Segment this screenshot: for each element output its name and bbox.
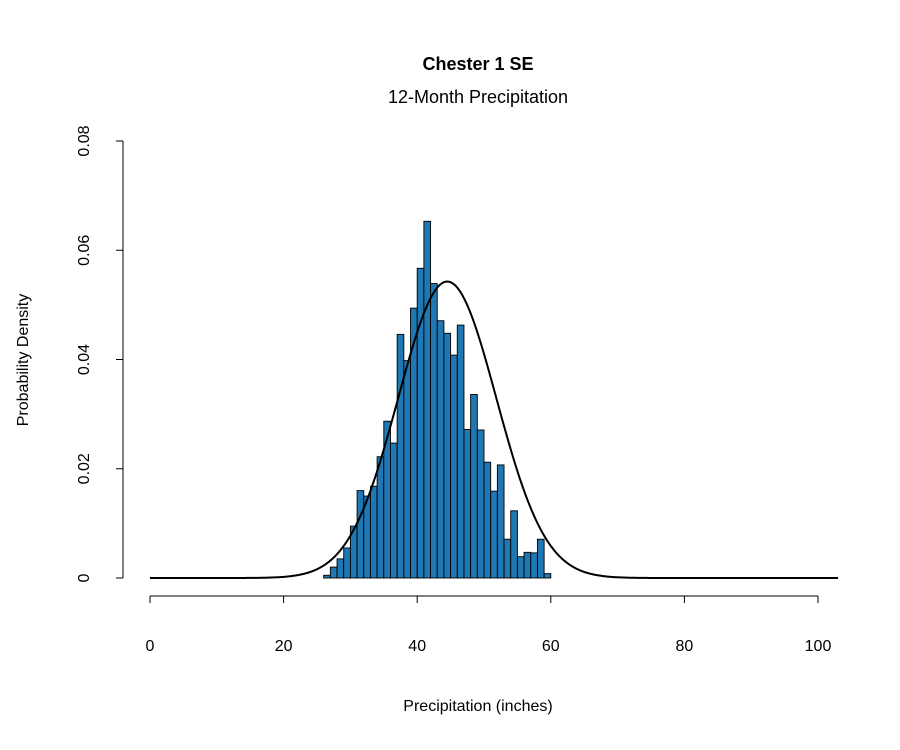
histogram-bar [356, 490, 365, 579]
histogram-bar [336, 558, 345, 579]
x-tick-label: 60 [542, 638, 560, 655]
x-tick-label: 40 [408, 638, 426, 655]
histogram-bar [423, 220, 432, 579]
y-axis-label: Probability Density [15, 294, 32, 427]
histogram-bar [496, 464, 505, 579]
histogram-bar [476, 429, 485, 579]
histogram-bar [536, 538, 545, 579]
chart-subtitle: 12-Month Precipitation [388, 87, 568, 107]
histogram-bar [490, 490, 498, 579]
y-tick-label: 0.06 [76, 235, 93, 266]
histogram-bar [376, 456, 385, 579]
histogram-bar [530, 552, 538, 579]
histogram-bar [369, 485, 378, 579]
y-axis: 0 0.02 0.04 0.06 0.08 [76, 125, 124, 582]
histogram-bar [510, 510, 518, 579]
histogram-bar [483, 461, 492, 579]
x-axis: 0 20 40 60 80 100 [146, 595, 832, 655]
histogram-bar [516, 556, 525, 579]
x-tick-label: 100 [805, 638, 832, 655]
histogram-bar [396, 333, 405, 579]
histogram-bar [430, 283, 438, 579]
histogram-bar [323, 574, 331, 579]
histogram-bar [343, 547, 351, 579]
x-axis-label: Precipitation (inches) [403, 698, 552, 715]
x-tick-label: 80 [676, 638, 694, 655]
histogram-bar [523, 551, 532, 579]
histogram-bar [443, 332, 452, 579]
histogram-bar [543, 573, 552, 579]
histogram-bar [450, 354, 458, 579]
histogram-bar [470, 394, 478, 579]
histogram-bar [436, 320, 445, 579]
y-tick-label: 0 [76, 573, 93, 582]
y-tick-label: 0.08 [76, 125, 93, 156]
histogram-bars [323, 220, 552, 579]
y-tick-label: 0.04 [76, 344, 93, 375]
x-tick-label: 20 [275, 638, 293, 655]
density-curve [150, 280, 839, 579]
chart-title: Chester 1 SE [422, 54, 533, 74]
histogram-bar [463, 428, 472, 579]
y-tick-label: 0.02 [76, 453, 93, 484]
histogram-bar [390, 442, 398, 579]
x-tick-label: 0 [146, 638, 155, 655]
histogram-bar [329, 566, 338, 579]
histogram-bar [403, 360, 411, 579]
histogram-bar [503, 538, 512, 579]
histogram-bar [456, 324, 465, 579]
